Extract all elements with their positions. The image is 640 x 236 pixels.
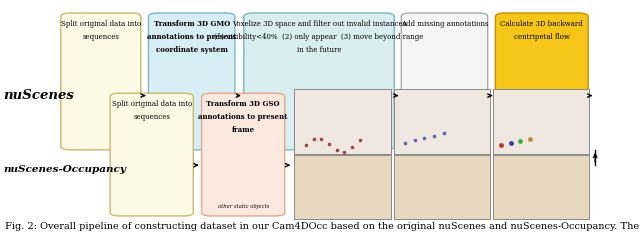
Bar [493,155,589,219]
Bar [294,155,391,219]
Text: annotations to present: annotations to present [198,113,288,121]
Text: annotations to present: annotations to present [147,33,236,41]
Bar [493,89,589,154]
Text: in the future: in the future [297,46,341,54]
FancyBboxPatch shape [495,13,588,150]
Bar [394,155,490,219]
FancyBboxPatch shape [148,13,235,150]
Text: Add missing annotations: Add missing annotations [401,20,488,28]
Text: sequences: sequences [83,33,119,41]
Text: centripetal flow: centripetal flow [514,33,570,41]
Text: Voxelize 3D space and filter out invalid instances: Voxelize 3D space and filter out invalid… [232,20,406,28]
Text: other static objects: other static objects [218,204,269,209]
Bar [294,89,391,154]
FancyBboxPatch shape [110,93,193,216]
FancyBboxPatch shape [202,93,285,216]
FancyBboxPatch shape [244,13,394,150]
Text: nuScenes-Occupancy: nuScenes-Occupancy [3,165,126,174]
Text: Transform 3D GSO: Transform 3D GSO [207,100,280,108]
FancyBboxPatch shape [61,13,141,150]
Bar [394,89,490,154]
Text: Fig. 2: Overall pipeline of constructing dataset in our Cam4DOcc based on the or: Fig. 2: Overall pipeline of constructing… [5,222,640,231]
Text: nuScenes: nuScenes [3,89,74,102]
Text: Split original data into: Split original data into [61,20,141,28]
Text: (1) visibility<40%  (2) only appear  (3) move beyond range: (1) visibility<40% (2) only appear (3) m… [214,33,424,41]
FancyBboxPatch shape [401,13,488,150]
Text: coordinate system: coordinate system [156,46,228,54]
Text: Transform 3D GMO: Transform 3D GMO [154,20,230,28]
Text: frame: frame [232,126,255,134]
Text: Calculate 3D backward: Calculate 3D backward [500,20,583,28]
Text: Split original data into: Split original data into [111,100,192,108]
Text: sequences: sequences [133,113,170,121]
